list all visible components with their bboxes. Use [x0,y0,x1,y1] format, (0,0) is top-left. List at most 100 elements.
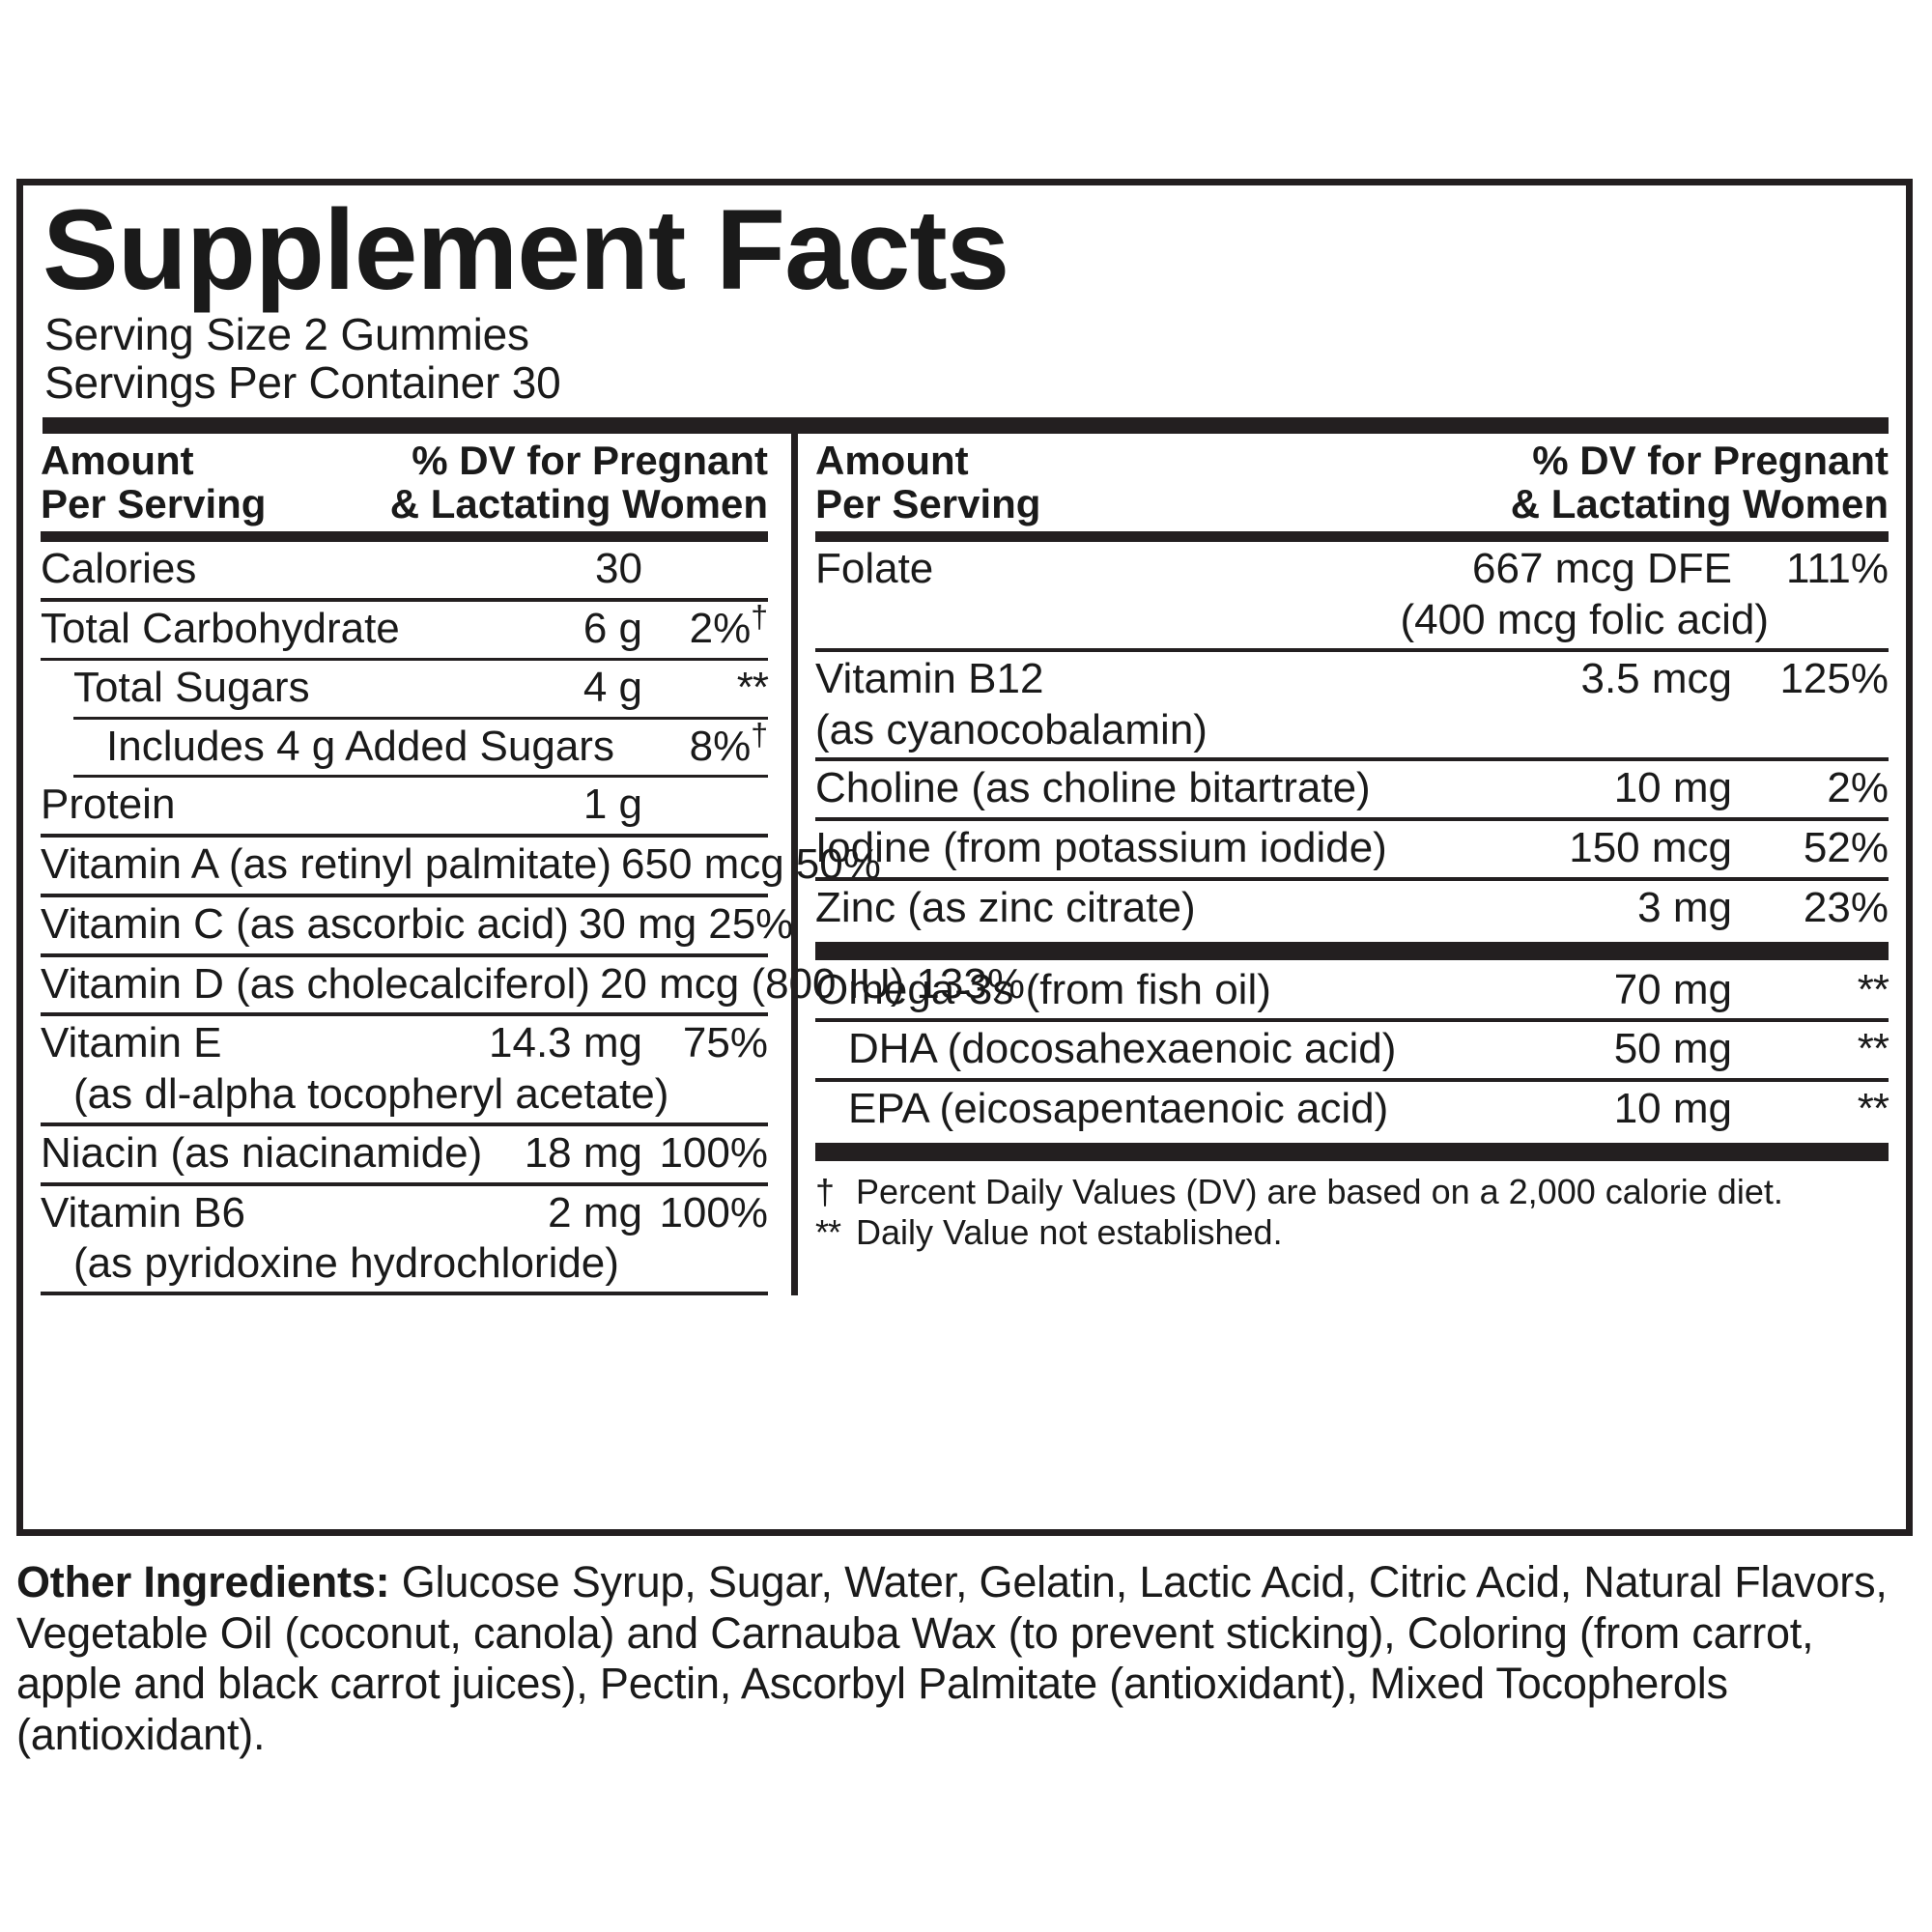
nutrient-source: (400 mcg folic acid) [1400,596,1769,644]
left-header-divider [41,531,768,543]
table-row: Vitamin B6 2 mg 100% [41,1186,768,1242]
row-divider [41,598,768,603]
row-divider [41,1122,768,1126]
nutrient-source: (as cyanocobalamin) [814,705,1208,753]
table-row: Vitamin A (as retinyl palmitate) 650 mcg… [41,838,881,894]
nutrient-name: Folate [814,545,934,593]
dv-header-line1: % DV for Pregnant [1532,438,1889,484]
table-row: Protein 1 g [41,778,768,834]
right-column: Amount Per Serving % DV for Pregnant & L… [810,434,1889,1295]
nutrient-dv: 100% [659,1188,768,1236]
right-column-header: Amount Per Serving % DV for Pregnant & L… [815,434,1889,531]
table-row: Vitamin C (as ascorbic acid) 30 mg 25% [41,897,793,953]
nutrient-amount: 30 [595,545,642,593]
nutrient-name: Iodine (from potassium iodide) [814,824,1387,872]
other-ingredients-label: Other Ingredients: [16,1557,390,1606]
table-row: DHA (docosahexaenoic acid) 50 mg ** [815,1022,1889,1078]
column-divider [791,434,798,1296]
nutrient-amount: 10 mg [1613,764,1732,812]
dagger-icon: † [751,716,768,752]
nutrient-amount: 10 mg [1613,1085,1732,1133]
divider-thick-top [43,417,1889,435]
nutrient-name: Omega-3s (from fish oil) [814,965,1271,1013]
row-divider [41,1012,768,1017]
nutrient-source: (as dl-alpha tocopheryl acetate) [73,1070,669,1119]
row-divider [41,657,768,661]
nutrient-dv: ** [736,663,769,711]
nutrient-name: Includes 4 g Added Sugars [106,722,614,770]
nutrient-amount: 3.5 mcg [1580,654,1732,702]
nutrient-dv: 100% [659,1128,768,1177]
asterisk-icon: ** [814,1212,841,1253]
right-header-divider [814,531,1889,543]
nutrient-name: Vitamin A (as retinyl palmitate) [41,840,611,889]
table-row: Folate 667 mcg DFE 111% [815,542,1889,598]
nutrient-amount: 50 mg [1613,1025,1732,1073]
row-divider [41,1292,768,1296]
row-divider [73,716,768,720]
footnote-divider [814,1142,1889,1161]
left-column-header: Amount Per Serving % DV for Pregnant & L… [41,434,768,531]
nutrient-dv: 8%† [689,716,768,770]
table-row: Vitamin B12 3.5 mcg 125% [815,652,1889,708]
nutrient-name: Vitamin B6 [41,1188,245,1236]
table-row: Vitamin D (as cholecalciferol) 20 mcg (8… [41,957,1025,1013]
footnote-asterisk: ** Daily Value not established. [815,1212,1889,1253]
nutrient-name: Vitamin C (as ascorbic acid) [41,899,569,948]
nutrient-dv: 2%† [689,599,768,653]
nutrition-columns: Amount Per Serving % DV for Pregnant & L… [41,434,1889,1296]
nutrient-name: Total Carbohydrate [41,605,400,653]
nutrient-source: (as pyridoxine hydrochloride) [73,1239,619,1288]
nutrient-dv: 25% [708,899,794,948]
left-column: Amount Per Serving % DV for Pregnant & L… [41,434,1025,1296]
table-row: Choline (as choline bitartrate) 10 mg 2% [815,761,1889,817]
servings-per-container: Servings Per Container 30 [44,356,561,408]
row-divider [814,817,1889,822]
table-row: Includes 4 g Added Sugars 8%† [41,716,768,776]
nutrient-name: Vitamin D (as cholecalciferol) [41,959,590,1008]
nutrient-amount: 667 mcg DFE [1472,545,1732,593]
row-divider [41,1181,768,1186]
nutrient-amount: 4 g [582,663,642,711]
nutrient-name: Vitamin B12 [814,654,1044,702]
row-divider [41,893,768,897]
table-row: Calories 30 [41,542,768,598]
dv-header-line2: & Lactating Women [1510,480,1889,526]
row-divider [41,952,768,957]
table-row: Total Carbohydrate 6 g 2%† [41,599,768,658]
nutrient-name: Total Sugars [73,663,310,711]
page-title: Supplement Facts [43,186,1009,314]
amount-header-line1: Amount [41,438,194,484]
supplement-facts-panel: Supplement Facts Serving Size 2 Gummies … [16,179,1913,1536]
amount-header-line1: Amount [814,438,969,484]
nutrient-name: Choline (as choline bitartrate) [814,764,1371,812]
table-row: Zinc (as zinc citrate) 3 mg 23% [815,881,1889,937]
table-row: Niacin (as niacinamide) 18 mg 100% [41,1126,768,1182]
omega-section-divider [814,941,1889,960]
nutrient-amount: 30 mg [578,899,697,948]
nutrient-dv: 2% [1827,764,1889,812]
dv-header-line2: & Lactating Women [389,480,768,526]
serving-size: Serving Size 2 Gummies [44,308,529,359]
footnote-dagger: † Percent Daily Values (DV) are based on… [815,1172,1889,1212]
nutrient-name: Vitamin E [41,1019,222,1067]
row-divider [814,876,1889,881]
nutrient-amount: 6 g [582,605,642,653]
nutrient-amount: 18 mg [524,1128,642,1177]
nutrient-amount: 3 mg [1637,883,1732,931]
nutrient-dv: 23% [1803,883,1889,931]
nutrient-amount: 70 mg [1613,965,1732,1013]
footnotes: † Percent Daily Values (DV) are based on… [815,1164,1889,1254]
nutrient-name: DHA (docosahexaenoic acid) [847,1025,1397,1073]
table-row: Total Sugars 4 g ** [41,661,769,717]
nutrient-amount: 1 g [582,781,642,829]
row-divider [41,834,768,838]
dv-header-line1: % DV for Pregnant [412,438,768,484]
nutrient-dv: ** [1857,965,1889,1013]
other-ingredients-text: Glucose Syrup, Sugar, Water, Gelatin, La… [16,1557,1888,1759]
nutrient-amount: 650 mcg [621,840,784,889]
nutrient-name: Protein [41,781,176,829]
nutrient-dv: 125% [1779,654,1889,702]
table-row: Omega-3s (from fish oil) 70 mg ** [815,963,1889,1019]
nutrient-dv: 75% [682,1019,768,1067]
